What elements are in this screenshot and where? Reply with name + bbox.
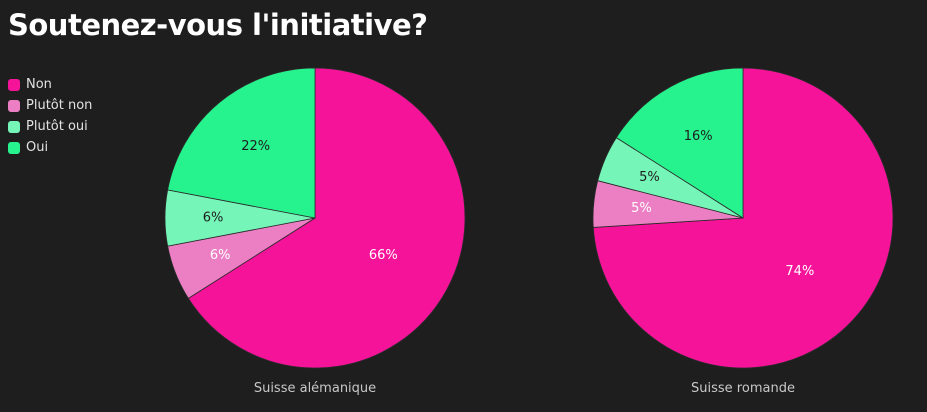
chart-title: Soutenez-vous l'initiative? [8,8,428,42]
data-label-alemanique-non: 66% [369,248,398,263]
pie-caption-romande: Suisse romande [691,381,795,396]
legend-swatch-plutot-non [8,99,20,112]
data-label-romande-oui: 16% [684,129,713,144]
data-label-alemanique-plutot-oui: 6% [203,211,224,226]
legend-label-oui: Oui [26,140,49,155]
legend-item-plutot-non[interactable]: Plutôt non [8,95,92,116]
legend-label-non: Non [26,77,52,92]
pie-slice-alemanique-non[interactable] [187,67,466,369]
pie-chart-romande: 74% 5% 5% 16% Suisse romande [592,67,894,396]
legend-item-plutot-oui[interactable]: Plutôt oui [8,116,92,137]
legend: Non Plutôt non Plutôt oui Oui [8,74,92,158]
data-label-romande-plutot-non: 5% [631,201,652,216]
legend-swatch-non [8,78,20,91]
data-label-romande-non: 74% [785,264,814,279]
data-label-romande-plutot-oui: 5% [639,170,660,185]
legend-item-oui[interactable]: Oui [8,137,92,158]
legend-swatch-plutot-oui [8,120,20,133]
legend-item-non[interactable]: Non [8,74,92,95]
pie-slice-romande-oui[interactable] [615,67,744,219]
legend-label-plutot-oui: Plutôt oui [26,119,88,134]
pie-caption-alemanique: Suisse alémanique [254,381,376,396]
legend-label-plutot-non: Plutôt non [26,98,93,113]
legend-swatch-oui [8,141,20,154]
pie-chart-alemanique: 66% 6% 6% 22% Suisse alémanique [164,67,466,396]
data-label-alemanique-plutot-non: 6% [210,248,231,263]
pie-slice-alemanique-oui[interactable] [167,67,316,219]
data-label-alemanique-oui: 22% [241,139,270,154]
